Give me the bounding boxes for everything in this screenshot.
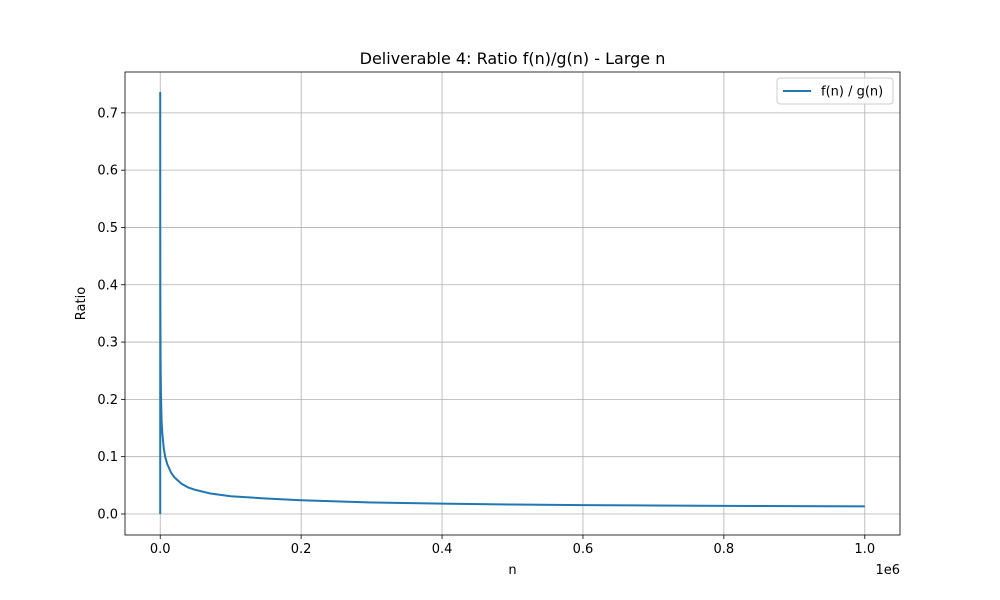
y-tick-label: 0.1 bbox=[97, 450, 118, 465]
legend-box bbox=[776, 77, 894, 105]
x-tick-label: 0.0 bbox=[150, 542, 171, 557]
y-tick-label: 0.2 bbox=[97, 393, 118, 408]
x-tick-label: 1.0 bbox=[854, 542, 875, 557]
y-tick-label: 0.0 bbox=[97, 507, 118, 522]
plot-frame bbox=[124, 71, 901, 536]
series-layer bbox=[159, 91, 865, 514]
y-tick-label: 0.5 bbox=[97, 221, 118, 236]
x-tick-label: 0.6 bbox=[573, 542, 594, 557]
legend-label: f(n) / g(n) bbox=[821, 85, 883, 100]
x-tick-label: 0.8 bbox=[714, 542, 735, 557]
grid bbox=[125, 72, 900, 535]
y-tick-label: 0.3 bbox=[97, 336, 118, 351]
tick-layer: 0.0 0.2 0.4 0.6 0.8 1.0 0.0 0.1 0.2 0.3 0.4 0.5 0.6 0… bbox=[97, 106, 875, 557]
y-axis-label: Ratio bbox=[74, 287, 89, 320]
x-axis-label: n bbox=[508, 563, 516, 578]
x-tick-label: 0.2 bbox=[291, 542, 312, 557]
x-axis-offset-label: 1e6 bbox=[875, 563, 900, 578]
y-tick-label: 0.6 bbox=[97, 164, 118, 179]
legend: f(n) / g(n) bbox=[776, 77, 894, 105]
series-line bbox=[159, 91, 865, 514]
x-tick-label: 0.4 bbox=[432, 542, 453, 557]
y-tick-label: 0.4 bbox=[97, 278, 118, 293]
chart-title: Deliverable 4: Ratio f(n)/g(n) - Large n bbox=[360, 49, 666, 68]
y-tick-label: 0.7 bbox=[97, 106, 118, 121]
